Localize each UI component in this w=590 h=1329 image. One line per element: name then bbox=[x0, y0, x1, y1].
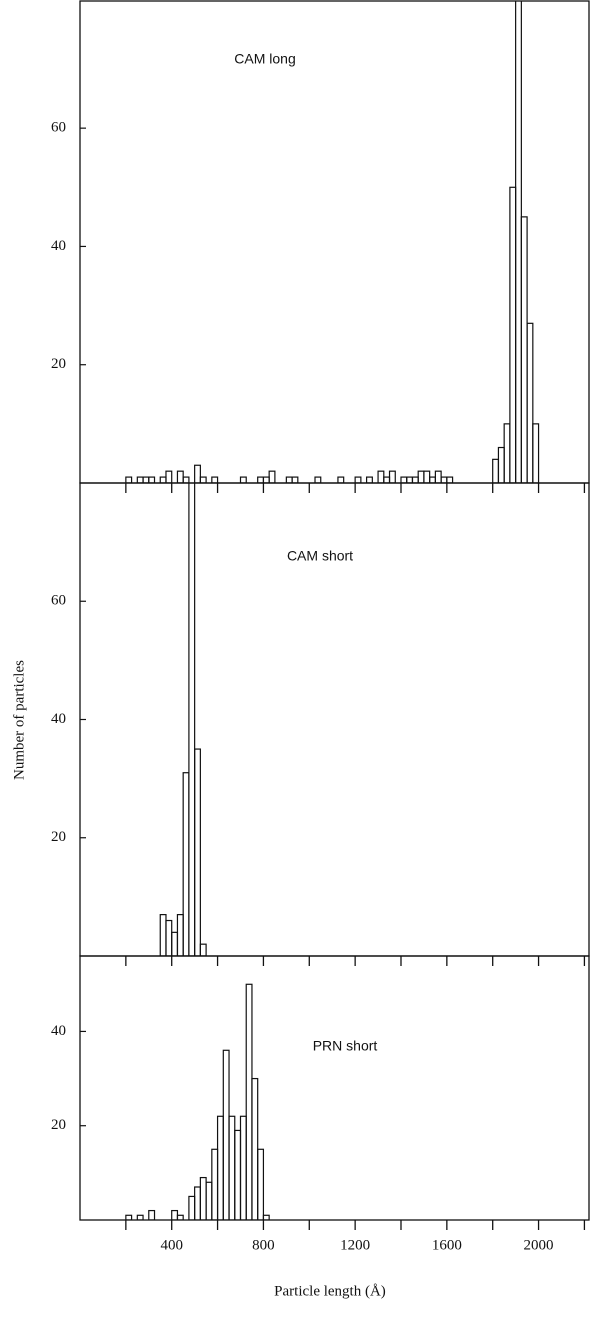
bar bbox=[159, 914, 167, 956]
panel: PRN short 20 40 400 800 1200 1600 2000 Particle … bbox=[51, 955, 590, 1299]
y-tick-label: 60 bbox=[51, 593, 66, 609]
bar bbox=[239, 1115, 247, 1220]
bar bbox=[159, 476, 167, 483]
bar bbox=[239, 476, 247, 483]
bars bbox=[125, 983, 270, 1220]
bar bbox=[503, 423, 511, 483]
bar bbox=[188, 483, 196, 956]
bar bbox=[142, 476, 150, 483]
bar bbox=[406, 476, 414, 483]
bar bbox=[171, 931, 179, 956]
bar bbox=[171, 1209, 179, 1220]
bar bbox=[136, 476, 144, 483]
bar bbox=[194, 1186, 201, 1220]
bar bbox=[354, 476, 362, 483]
bar bbox=[176, 1214, 184, 1220]
bar bbox=[400, 476, 408, 483]
bar bbox=[509, 186, 517, 483]
bar bbox=[492, 458, 500, 483]
bar bbox=[194, 464, 201, 483]
bar bbox=[245, 983, 253, 1220]
x-axis-label: Particle length (Å) bbox=[274, 1283, 386, 1299]
bar bbox=[125, 1214, 133, 1220]
x-tick-label: 800 bbox=[252, 1237, 275, 1253]
bar bbox=[228, 1115, 236, 1220]
panel-title: PRN short bbox=[313, 1038, 378, 1054]
y-tick-label: 20 bbox=[51, 1117, 66, 1133]
bar bbox=[411, 476, 419, 483]
bar bbox=[148, 1209, 156, 1220]
panel-frame bbox=[79, 0, 590, 484]
bar bbox=[205, 1181, 213, 1220]
bar bbox=[314, 476, 322, 483]
bar bbox=[388, 470, 396, 483]
bar bbox=[211, 1148, 219, 1220]
bar bbox=[125, 476, 133, 483]
bar bbox=[440, 476, 448, 483]
bar bbox=[262, 476, 270, 483]
bar bbox=[377, 470, 385, 483]
panel: CAM long 20 40 60 bbox=[51, 0, 590, 493]
bar bbox=[365, 476, 373, 483]
bar bbox=[446, 476, 454, 483]
y-tick-label: 40 bbox=[51, 1023, 66, 1039]
bar bbox=[216, 1115, 224, 1220]
y-tick-label: 60 bbox=[51, 120, 66, 136]
x-tick-label: 1600 bbox=[432, 1237, 462, 1253]
y-axis-label: Number of particles bbox=[11, 660, 27, 780]
bar bbox=[291, 476, 299, 483]
bar bbox=[199, 476, 207, 483]
x-tick-label: 400 bbox=[160, 1237, 183, 1253]
bar bbox=[234, 1129, 242, 1220]
x-tick-label: 1200 bbox=[340, 1237, 370, 1253]
bar bbox=[211, 476, 219, 483]
bar bbox=[148, 476, 156, 483]
panel-title: CAM short bbox=[287, 548, 353, 564]
bar bbox=[136, 1214, 144, 1220]
bars bbox=[159, 483, 207, 956]
bar bbox=[165, 919, 173, 956]
y-tick-label: 20 bbox=[51, 356, 66, 372]
bar bbox=[176, 470, 184, 483]
bar bbox=[257, 1148, 265, 1220]
bar bbox=[199, 943, 207, 956]
bar bbox=[434, 470, 442, 483]
bar bbox=[251, 1077, 259, 1220]
bar bbox=[417, 470, 425, 483]
bar bbox=[182, 476, 190, 483]
bar bbox=[182, 772, 190, 956]
bar bbox=[520, 216, 528, 483]
bar bbox=[176, 914, 184, 956]
bar bbox=[383, 476, 391, 483]
bar bbox=[526, 322, 534, 483]
bar bbox=[423, 470, 431, 483]
bar bbox=[285, 476, 293, 483]
bar bbox=[194, 748, 201, 956]
y-tick-label: 20 bbox=[51, 829, 66, 845]
bars bbox=[125, 1, 540, 483]
bar bbox=[337, 476, 345, 483]
panel: CAM short 20 40 60 Number of particles bbox=[11, 482, 590, 966]
bar bbox=[165, 470, 173, 483]
x-tick-label: 2000 bbox=[524, 1237, 554, 1253]
panel-title: CAM long bbox=[234, 51, 295, 67]
bar bbox=[429, 476, 436, 483]
bar bbox=[515, 1, 522, 483]
y-tick-label: 40 bbox=[51, 238, 66, 254]
bar bbox=[257, 476, 265, 483]
bar bbox=[188, 1195, 196, 1220]
bar bbox=[262, 1214, 270, 1220]
bar bbox=[222, 1049, 230, 1220]
bar bbox=[532, 423, 540, 483]
y-tick-label: 40 bbox=[51, 711, 66, 727]
panel-frame bbox=[79, 955, 590, 1221]
bar bbox=[497, 446, 505, 483]
bar bbox=[199, 1176, 207, 1220]
bar bbox=[268, 470, 276, 483]
